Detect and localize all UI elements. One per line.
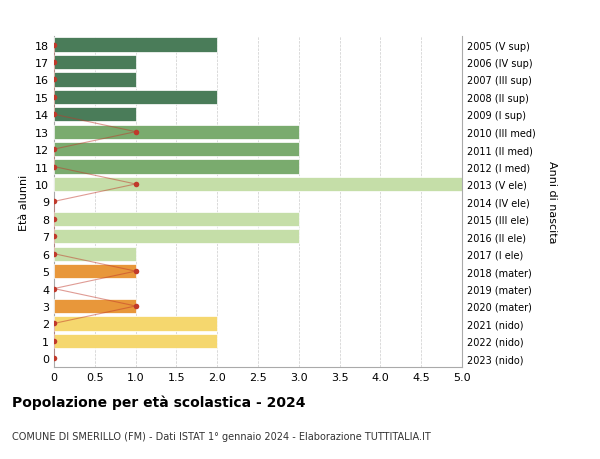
Bar [54,264,136,279]
Bar [54,230,299,244]
Bar [54,160,299,174]
Bar [54,317,217,331]
Y-axis label: Anni di nascita: Anni di nascita [547,161,557,243]
Bar [54,56,136,70]
Bar [54,73,136,87]
Bar [54,143,299,157]
Bar [54,247,136,261]
Bar [54,334,217,348]
Bar [54,90,217,105]
Text: COMUNE DI SMERILLO (FM) - Dati ISTAT 1° gennaio 2024 - Elaborazione TUTTITALIA.I: COMUNE DI SMERILLO (FM) - Dati ISTAT 1° … [12,431,431,442]
Bar [54,108,136,122]
Text: Popolazione per età scolastica - 2024: Popolazione per età scolastica - 2024 [12,395,305,409]
Bar [54,299,136,313]
Bar [54,212,299,226]
Y-axis label: Età alunni: Età alunni [19,174,29,230]
Bar [54,125,299,140]
Bar [54,38,217,52]
Bar [54,178,462,192]
